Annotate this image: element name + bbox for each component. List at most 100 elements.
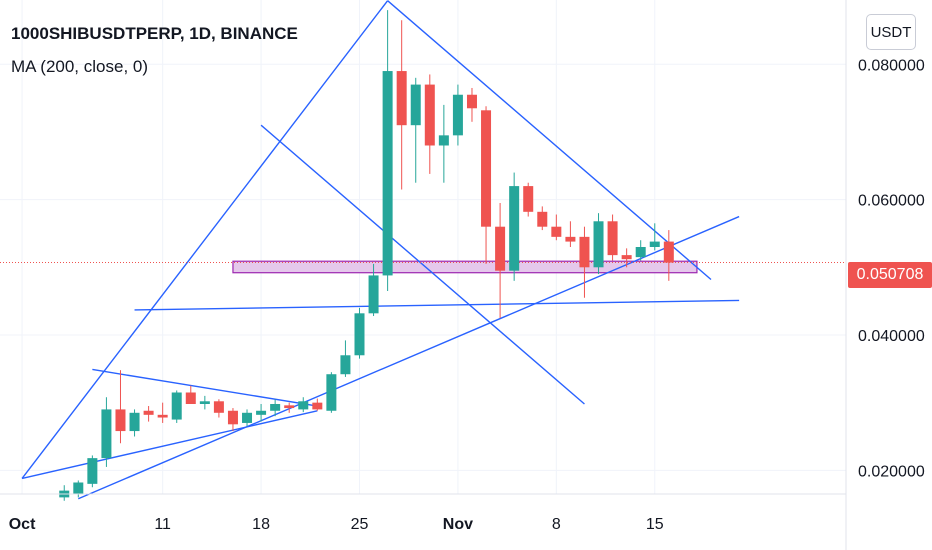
candle-body bbox=[227, 410, 238, 425]
candle-body bbox=[129, 412, 140, 432]
candle-down bbox=[185, 385, 196, 404]
indicator-label: MA (200, close, 0) bbox=[11, 57, 149, 76]
candle-body bbox=[649, 241, 660, 247]
candle-up bbox=[270, 399, 281, 417]
candle-body bbox=[171, 392, 182, 420]
candle-down bbox=[663, 230, 674, 281]
y-tick-label: 0.020000 bbox=[858, 463, 925, 480]
candle-body bbox=[579, 236, 590, 268]
last-price-badge: 0.050708 bbox=[848, 262, 932, 288]
candle-up bbox=[649, 223, 660, 251]
candle-up bbox=[298, 397, 309, 413]
candle-body bbox=[242, 412, 253, 423]
candle-body bbox=[73, 482, 84, 494]
candle-body bbox=[495, 226, 506, 271]
candle-body bbox=[213, 401, 224, 413]
candle-down bbox=[621, 248, 632, 268]
candle-up bbox=[256, 403, 267, 422]
candle-body bbox=[87, 458, 98, 484]
x-tick-label: 15 bbox=[646, 516, 664, 533]
candle-up bbox=[171, 390, 182, 423]
candle-body bbox=[593, 221, 604, 268]
candle-body bbox=[452, 94, 463, 136]
candle-down bbox=[579, 226, 590, 298]
rising-support-line bbox=[78, 215, 740, 500]
candle-body bbox=[523, 186, 534, 212]
big-triangle-right-edge bbox=[387, 0, 712, 281]
candle-body bbox=[199, 401, 210, 404]
y-tick-label: 0.080000 bbox=[858, 57, 925, 74]
candle-body bbox=[101, 409, 112, 459]
y-tick-label: 0.040000 bbox=[858, 328, 925, 345]
candle-up bbox=[509, 172, 520, 281]
x-tick-label: 25 bbox=[351, 516, 369, 533]
candle-down bbox=[607, 214, 618, 261]
candle-body bbox=[607, 221, 618, 256]
candle-up bbox=[635, 240, 646, 261]
x-tick-label: 18 bbox=[252, 516, 270, 533]
candle-body bbox=[256, 410, 267, 415]
candle-body bbox=[551, 226, 562, 237]
horizontal-support-line bbox=[134, 299, 740, 311]
candle-up bbox=[199, 395, 210, 410]
candle-body bbox=[410, 84, 421, 126]
candle-down bbox=[565, 221, 576, 247]
x-tick-label: 11 bbox=[154, 516, 171, 533]
candle-body bbox=[340, 355, 351, 375]
candle-down bbox=[143, 406, 154, 422]
candle-up bbox=[73, 480, 84, 498]
candle-body bbox=[185, 392, 196, 404]
candle-down bbox=[481, 106, 492, 264]
grid-lines bbox=[0, 0, 846, 494]
candle-body bbox=[565, 236, 576, 242]
candle-down bbox=[466, 87, 477, 122]
candle-body bbox=[354, 313, 365, 356]
candle-up bbox=[59, 485, 70, 501]
candle-down bbox=[157, 402, 168, 423]
candle-body bbox=[621, 255, 632, 260]
candle-body bbox=[438, 135, 449, 146]
candle-body bbox=[396, 71, 407, 126]
candle-body bbox=[663, 241, 674, 263]
candle-down bbox=[284, 402, 295, 413]
candle-body bbox=[143, 410, 154, 415]
candle-down bbox=[495, 203, 506, 319]
candle-body bbox=[115, 409, 126, 432]
candle-down bbox=[115, 370, 126, 444]
candle-up bbox=[382, 10, 393, 291]
candle-up bbox=[129, 409, 140, 437]
candle-down bbox=[551, 214, 562, 241]
candle-down bbox=[523, 182, 534, 217]
flag-bottom-line bbox=[21, 410, 318, 480]
candle-body bbox=[284, 405, 295, 409]
candles-layer bbox=[59, 10, 674, 501]
candle-body bbox=[537, 211, 548, 227]
candle-up bbox=[101, 397, 112, 467]
big-triangle-left-edge bbox=[21, 0, 389, 479]
candle-down bbox=[213, 399, 224, 418]
candle-down bbox=[396, 20, 407, 190]
candle-body bbox=[270, 403, 281, 411]
x-tick-label: Nov bbox=[443, 516, 473, 533]
candle-body bbox=[298, 401, 309, 410]
flag-top-line bbox=[92, 368, 318, 407]
candle-up bbox=[593, 213, 604, 275]
candle-body bbox=[466, 94, 477, 109]
currency-unit-button[interactable]: USDT bbox=[866, 14, 916, 50]
diagonal-inner-line bbox=[260, 124, 585, 405]
symbol-title: 1000SHIBUSDTPERP, 1D, BINANCE bbox=[11, 24, 298, 43]
y-tick-label: 0.060000 bbox=[858, 193, 925, 210]
candle-up bbox=[340, 340, 351, 377]
candle-body bbox=[424, 84, 435, 146]
x-tick-label: Oct bbox=[9, 516, 36, 533]
candle-body bbox=[382, 71, 393, 276]
candle-up bbox=[452, 84, 463, 146]
candle-body bbox=[368, 275, 379, 314]
candle-body bbox=[635, 247, 646, 258]
candle-body bbox=[326, 374, 337, 411]
candle-down bbox=[312, 398, 323, 411]
candle-down bbox=[424, 74, 435, 174]
x-tick-label: 8 bbox=[552, 516, 561, 533]
